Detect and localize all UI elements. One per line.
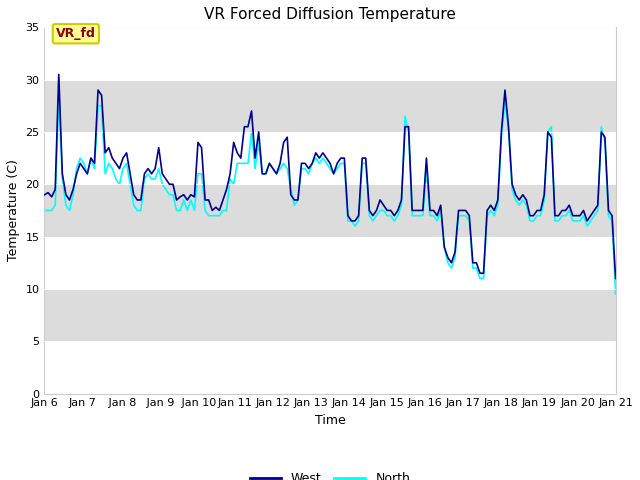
Bar [45, 80, 616, 132]
Bar [45, 184, 616, 237]
West [255, 129, 262, 135]
North [55, 93, 63, 98]
Bar [45, 132, 616, 184]
West [519, 192, 527, 198]
North [519, 197, 527, 203]
West [201, 197, 209, 203]
North [255, 140, 262, 145]
West [548, 134, 556, 140]
Y-axis label: Temperature (C): Temperature (C) [7, 159, 20, 262]
Line: North: North [45, 96, 616, 294]
West [41, 192, 49, 198]
Line: West: West [45, 74, 616, 278]
Bar [45, 27, 616, 80]
X-axis label: Time: Time [315, 414, 346, 427]
North [201, 207, 209, 213]
North [234, 160, 241, 166]
West [234, 150, 241, 156]
North [587, 218, 595, 224]
West [612, 276, 620, 281]
North [612, 291, 620, 297]
North [548, 124, 556, 130]
Bar [45, 289, 616, 341]
Bar [45, 341, 616, 394]
North [41, 207, 49, 213]
West [587, 213, 595, 218]
Bar [45, 237, 616, 289]
West [55, 72, 63, 77]
Legend: West, North: West, North [244, 467, 415, 480]
Title: VR Forced Diffusion Temperature: VR Forced Diffusion Temperature [204, 7, 456, 22]
Text: VR_fd: VR_fd [56, 27, 96, 40]
